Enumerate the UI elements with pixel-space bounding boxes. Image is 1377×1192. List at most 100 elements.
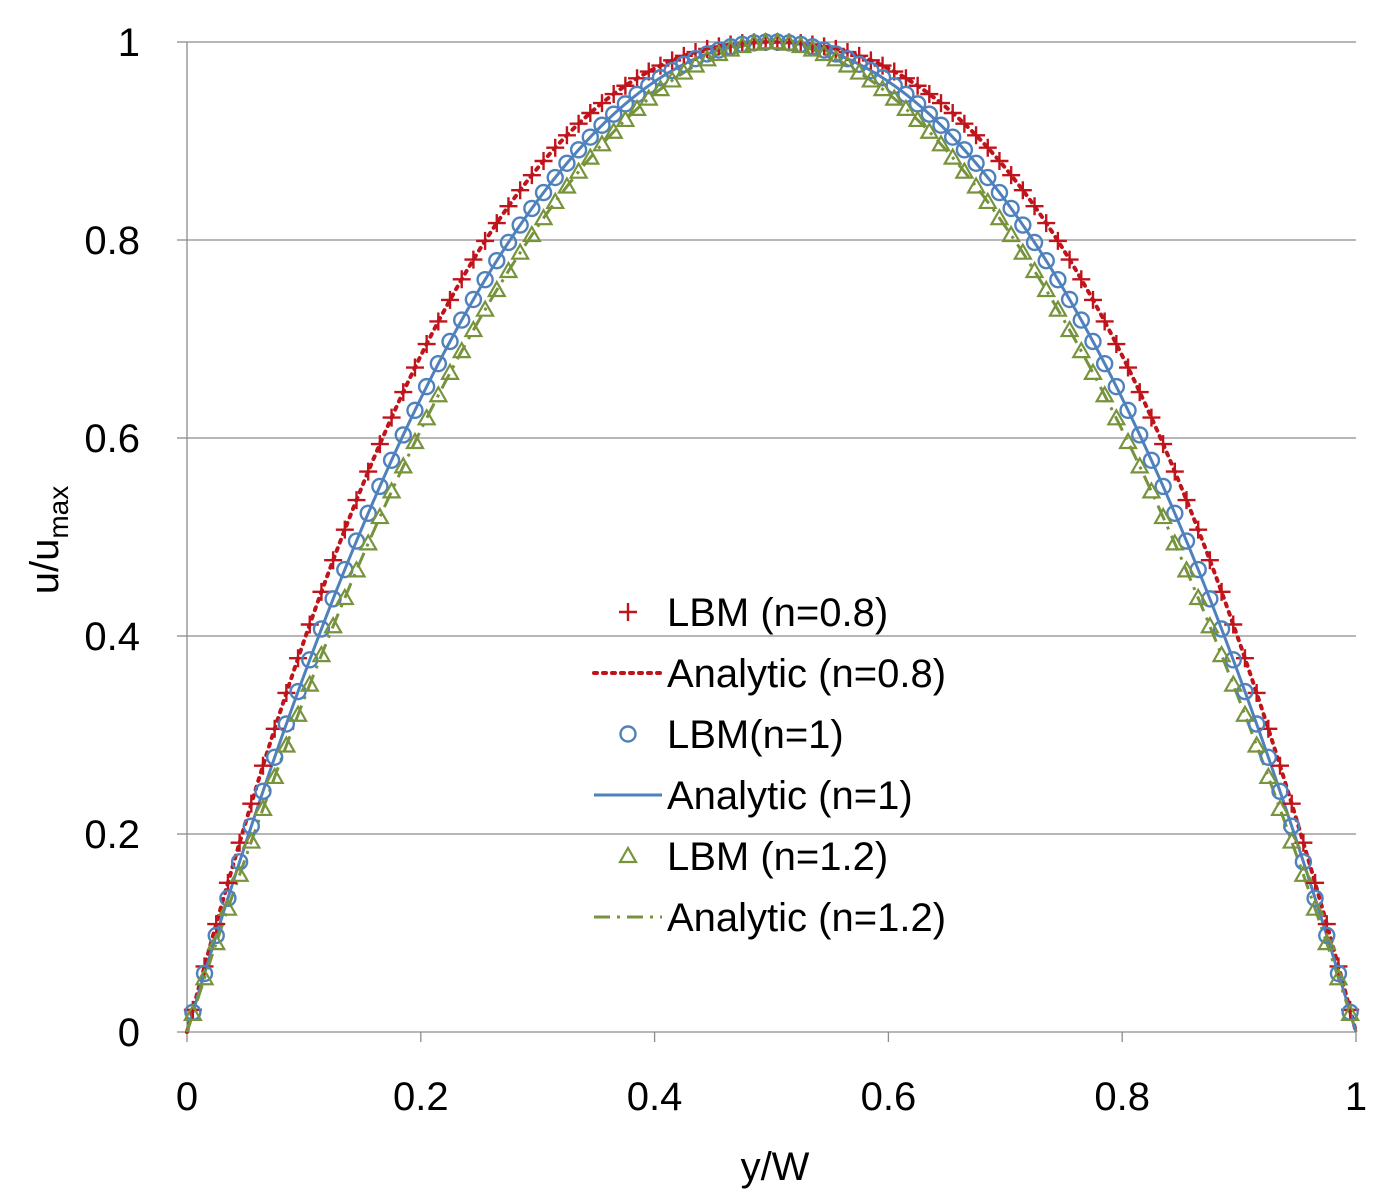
marker-lbm-n-0-8--84	[1165, 462, 1184, 481]
marker-lbm-n-1--64	[932, 116, 950, 134]
marker-lbm-n-0-8--21	[429, 312, 448, 331]
legend-symbol-lbm-n-1-2-	[618, 845, 638, 864]
marker-lbm-n-0-8--29	[522, 166, 541, 185]
marker-lbm-n-1-2--89	[1223, 674, 1244, 692]
marker-lbm-n-1-2--13	[334, 587, 355, 606]
marker-lbm-n-1-2--8	[276, 735, 297, 753]
marker-lbm-n-1-2--4	[229, 864, 250, 882]
marker-lbm-n-0-8--67	[967, 126, 986, 145]
marker-lbm-n-1--60	[885, 76, 903, 95]
marker-lbm-n-1-2--93	[1270, 798, 1290, 817]
marker-lbm-n-1-2--65	[942, 147, 963, 165]
marker-lbm-n-1--95	[1294, 853, 1313, 871]
marker-lbm-n-0-8--23	[452, 270, 471, 289]
marker-lbm-n-1-2--6	[253, 798, 273, 817]
marker-lbm-n-1-2--14	[346, 560, 367, 578]
marker-lbm-n-1-2--50	[767, 31, 788, 50]
marker-lbm-n-1-2--91	[1246, 735, 1267, 753]
marker-lbm-n-1--66	[955, 141, 974, 159]
marker-lbm-n-1-2--51	[779, 33, 799, 51]
marker-lbm-n-1-2--60	[884, 88, 905, 106]
marker-lbm-n-1-2--70	[1001, 224, 1022, 243]
marker-lbm-n-0-8--93	[1271, 756, 1290, 775]
marker-lbm-n-0-8--26	[487, 214, 506, 233]
marker-lbm-n-0-8--20	[417, 335, 436, 354]
legend-label-lbm-n-1-2-: LBM (n=1.2)	[667, 835, 888, 879]
marker-lbm-n-1-2--55	[825, 49, 846, 67]
y-tick-label-2: 0.4	[84, 615, 140, 659]
marker-lbm-n-1-2--7	[264, 766, 285, 785]
marker-lbm-n-1--30	[534, 183, 553, 202]
lbm-markers	[182, 31, 1361, 1022]
y-tick-label-5: 1	[118, 21, 140, 65]
marker-lbm-n-1--2	[207, 926, 225, 945]
marker-lbm-n-1-2--66	[954, 161, 975, 179]
marker-lbm-n-1-2--82	[1141, 481, 1162, 499]
marker-lbm-n-1-2--46	[720, 39, 741, 57]
marker-lbm-n-1-2--30	[533, 207, 554, 226]
marker-lbm-n-1--3	[219, 889, 237, 907]
marker-lbm-n-0-8--91	[1247, 683, 1266, 702]
marker-lbm-n-1-2--20	[416, 408, 437, 426]
marker-lbm-n-1--32	[558, 154, 576, 172]
marker-lbm-n-1-2--25	[475, 299, 495, 317]
marker-lbm-n-1-2--39	[638, 88, 659, 106]
marker-lbm-n-1--10	[301, 651, 319, 669]
marker-lbm-n-1--91	[1247, 715, 1266, 733]
marker-lbm-n-1-2--99	[1340, 1003, 1361, 1022]
marker-lbm-n-0-8--63	[920, 85, 939, 104]
marker-lbm-n-1--72	[1025, 233, 1044, 252]
marker-lbm-n-1-2--77	[1083, 362, 1103, 380]
marker-lbm-n-1--76	[1072, 311, 1090, 329]
marker-lbm-n-1--75	[1060, 290, 1079, 309]
marker-lbm-n-1-2--22	[440, 362, 460, 380]
marker-lbm-n-0-8--38	[628, 69, 647, 88]
marker-lbm-n-1--70	[1002, 199, 1020, 218]
marker-lbm-n-0-8--32	[557, 126, 576, 145]
marker-lbm-n-0-8--65	[943, 103, 962, 122]
marker-lbm-n-0-8--72	[1025, 197, 1044, 216]
marker-lbm-n-1-2--72	[1024, 260, 1045, 279]
marker-lbm-n-0-8--5	[242, 794, 261, 813]
marker-lbm-n-0-8--64	[932, 94, 951, 113]
x-tick-label-1: 0.2	[393, 1075, 449, 1119]
marker-lbm-n-0-8--86	[1189, 520, 1208, 539]
marker-lbm-n-1--16	[371, 477, 389, 496]
marker-lbm-n-1--19	[406, 401, 424, 420]
marker-lbm-n-0-8--9	[289, 649, 308, 668]
marker-lbm-n-1--79	[1107, 377, 1126, 396]
marker-lbm-n-1--8	[277, 715, 296, 733]
marker-lbm-n-1--71	[1014, 216, 1032, 234]
x-tick-label-0: 0	[176, 1075, 198, 1119]
x-tick-label-5: 1	[1345, 1075, 1367, 1119]
x-tick-label-3: 0.6	[861, 1075, 917, 1119]
marker-lbm-n-1--34	[581, 128, 600, 146]
marker-lbm-n-1-2--23	[451, 340, 472, 359]
marker-lbm-n-1-2--69	[989, 207, 1010, 226]
marker-lbm-n-1-2--75	[1059, 319, 1080, 338]
marker-lbm-n-1--82	[1142, 451, 1161, 469]
marker-lbm-n-0-8--27	[499, 197, 518, 216]
marker-lbm-n-1--96	[1306, 889, 1324, 907]
marker-lbm-n-1-2--26	[486, 279, 507, 298]
marker-lbm-n-1-2--40	[650, 78, 671, 97]
marker-lbm-n-1-2--78	[1094, 385, 1115, 403]
marker-lbm-n-1-2--37	[615, 109, 636, 128]
marker-lbm-n-1--67	[967, 154, 985, 172]
marker-lbm-n-0-8--87	[1200, 551, 1219, 570]
marker-lbm-n-0-8--85	[1177, 491, 1196, 510]
marker-lbm-n-0-8--68	[978, 138, 997, 157]
marker-lbm-n-1-2--71	[1012, 242, 1033, 260]
marker-lbm-n-1--4	[230, 853, 249, 871]
marker-lbm-n-0-8--37	[616, 76, 635, 95]
tick-labels: 0 0.2 0.4 0.6 0.8 1 0 0.2 0.4 0.6 0.8 1	[84, 21, 1367, 1119]
marker-lbm-n-1--33	[569, 141, 588, 159]
marker-lbm-n-1-2--48	[744, 33, 764, 51]
marker-lbm-n-1--88	[1212, 620, 1231, 638]
marker-lbm-n-1-2--56	[837, 55, 858, 73]
marker-lbm-n-1-2--0	[182, 1003, 203, 1022]
marker-lbm-n-1--31	[546, 168, 564, 187]
marker-lbm-n-1--25	[476, 270, 494, 289]
marker-lbm-n-1-2--58	[860, 70, 881, 88]
legend-label-lbm-n-1-: LBM(n=1)	[667, 713, 844, 757]
